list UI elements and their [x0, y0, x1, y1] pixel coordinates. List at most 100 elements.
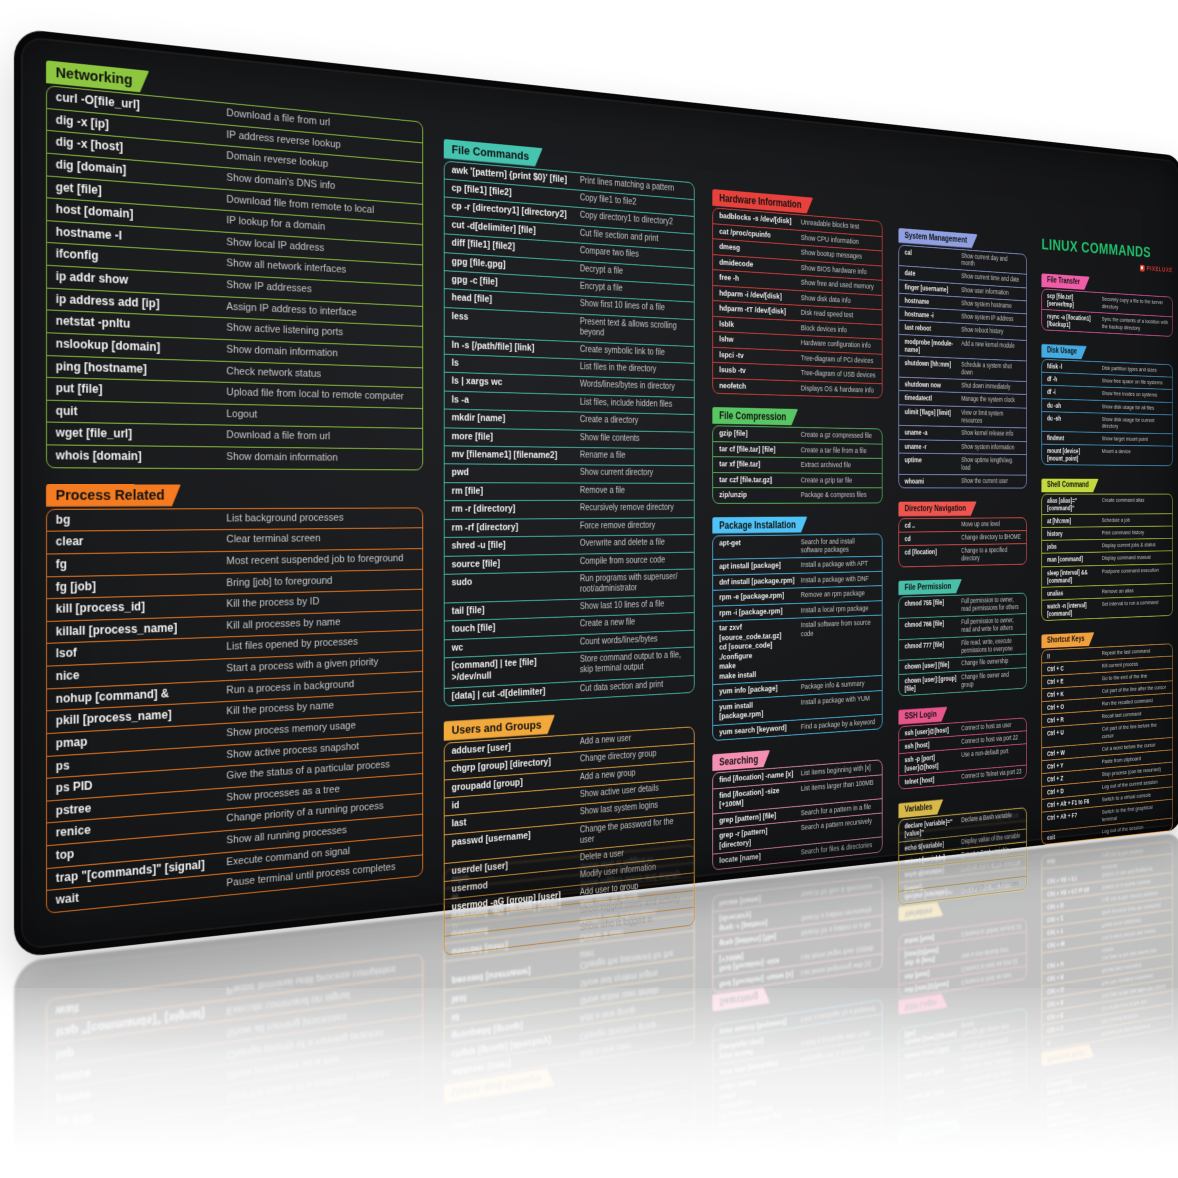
description-cell: Compile from source code [579, 555, 666, 567]
description-cell: Schedule a system shut down [961, 361, 1012, 377]
description-cell: Tree-diagram of USB devices [800, 368, 876, 380]
table-row: sleep [interval] && [command] Postpone co… [1042, 563, 1173, 587]
section-hardware-information: Hardware Information badblocks -s /dev/[d… [712, 189, 883, 399]
description-cell: File read, write, execute permissions to… [961, 637, 1013, 655]
description-cell: Shut down immediately [961, 382, 1011, 391]
command-cell: fdisk -l [1047, 362, 1063, 371]
pad-column-5: LINUX COMMANDS PIXELUXE File Transfer scp… [1041, 163, 1173, 846]
brand-name: PIXELUXE [1146, 264, 1173, 274]
command-cell: ulimit [flags] [limit] [904, 407, 951, 417]
description-cell: Show kernel release info [961, 429, 1014, 438]
section-table: find [/location] -name [x] List items beg… [712, 759, 883, 871]
command-cell: rsync -a [/location1] [/backup1] [1047, 312, 1091, 329]
command-cell: df -h [1047, 375, 1058, 384]
section-table: ssh [user]@[host] Connect to host as user… [898, 717, 1027, 790]
section-searching: Searching find [/location] -name [x] List … [712, 742, 883, 871]
command-cell: man [command] [1047, 555, 1083, 564]
command-cell: jobs [1047, 543, 1057, 551]
table-row: rm -r [directory] Recursively remove dire… [444, 499, 694, 519]
description-cell: Show disk usage for current directory [1101, 415, 1155, 430]
section-title-package-installation: Package Installation [712, 516, 807, 533]
table-row: mount [device] [mount_point] Mount a devi… [1042, 443, 1173, 466]
description-cell: Schedule a job [1101, 516, 1131, 524]
description-cell: Recursively remove directory [579, 503, 674, 514]
section-table: curl -O[file_url] Download a file from ur… [46, 85, 424, 471]
table-row: cd [/location] Change to a specified dire… [899, 543, 1027, 567]
table-row: watch -n [interval] [command] Set interva… [1042, 595, 1173, 621]
command-cell: mount [device] [mount_point] [1047, 446, 1081, 463]
section-title-disk-usage: Disk Usage [1041, 344, 1086, 360]
description-cell: Extract archived file [800, 460, 852, 469]
description-cell: Mount a device [1101, 447, 1131, 455]
description-cell: Print command history [1101, 529, 1145, 537]
command-cell: history [1047, 530, 1063, 538]
table-row: bg List background processes [47, 508, 422, 531]
section-table: fdisk -l Disk partition types and sizes df… [1041, 359, 1173, 467]
command-cell: whois [domain] [55, 448, 142, 463]
section-table: scp [file.txt] [server/tmp] Securely copy… [1041, 288, 1173, 338]
description-cell: Create command alias [1101, 496, 1145, 504]
pad-column-2: File Commands awk '[pattern] {print $0}' … [443, 101, 695, 956]
table-row: du -sh Show disk usage for current direct… [1042, 410, 1173, 434]
command-cell: tar xf [file.tar] [719, 459, 761, 470]
section-networking: Networking curl -O[file_url] Download a fi… [46, 60, 424, 471]
pad-column-3: Hardware Information badblocks -s /dev/[d… [712, 129, 883, 871]
command-cell: whoami [904, 476, 924, 485]
table-row: tar czf [file.tar.gz] Create a gzip tar f… [713, 471, 882, 488]
title-block: LINUX COMMANDS PIXELUXE [1041, 236, 1172, 274]
command-cell: apt-get [719, 538, 741, 548]
command-cell: shutdown [hh:mm] [904, 359, 952, 369]
section-file-commands: File Commands awk '[pattern] {print $0}' … [443, 139, 695, 708]
section-disk-usage: Disk Usage fdisk -l Disk partition types a… [1041, 343, 1173, 467]
command-cell: ls -a [451, 394, 469, 406]
command-cell: zip/unzip [719, 490, 747, 500]
table-row: whois [domain] Show domain information [46, 444, 423, 470]
section-table: alias [alias]="[command]" Create command … [1041, 493, 1173, 621]
command-cell: findmnt [1047, 433, 1065, 442]
command-cell: cd .. [904, 520, 916, 529]
description-cell: Clear terminal screen [226, 533, 321, 546]
section-table: chmod 755 [file] Full permission to owner… [898, 592, 1027, 697]
command-cell: scp [file.txt] [server/tmp] [1047, 291, 1074, 309]
description-cell: Show domain information [226, 451, 338, 464]
description-cell: Change directory to $HOME [961, 533, 1021, 541]
table-row: gzip [file] Create a gz compressed file [713, 426, 882, 443]
section-title-process-related: Process Related [46, 484, 181, 507]
description-cell: Display current jobs & status [1101, 541, 1156, 549]
command-cell: timedatectl [904, 393, 933, 403]
section-package-installation: Package Installation apt-get Search for an… [712, 516, 883, 742]
command-cell: cd [904, 534, 911, 543]
section-file-permission: File Permission chmod 755 [file] Full perm… [898, 577, 1027, 697]
description-cell: Full permission to owner, read permissio… [961, 596, 1019, 613]
table-row: rm -rf [directory] Force remove directory [444, 517, 694, 538]
description-cell: Postpone command execution [1101, 566, 1159, 575]
section-ssh-login: SSH Login ssh [user]@[host] Connect to hos… [898, 701, 1027, 790]
command-cell: shred -u [file] [451, 539, 506, 552]
description-cell: Display command manual [1101, 554, 1151, 562]
table-row: uname -r Show system information [899, 438, 1027, 455]
section-title-file-compression: File Compression [712, 407, 798, 425]
command-cell: shutdown now [904, 380, 941, 390]
description-cell: Create a tar file from a file [800, 445, 867, 455]
table-row: apt-get Search for and install software p… [713, 534, 882, 559]
section-title-ssh-login: SSH Login [898, 707, 947, 725]
command-cell: chmod 777 [file] [904, 640, 945, 650]
description-cell: Most recent suspended job to foreground [226, 552, 404, 567]
command-cell: mkdir [name] [451, 412, 506, 425]
command-cell: dnf install [package.rpm] [719, 575, 795, 587]
table-row: pwd Show current directory [444, 463, 694, 483]
pad-column-4: System Management cal Show current day and… [898, 148, 1027, 906]
section-table: !! Repeat the last command Ctrl + C Kill cu… [1041, 643, 1173, 846]
description-cell: List files, include hidden files [579, 397, 673, 410]
command-cell: cd [/location] [904, 547, 937, 557]
command-cell: more [file] [451, 430, 494, 443]
command-cell: chmod 755 [file] [904, 598, 945, 608]
description-cell: Present text & allows scrolling beyond [579, 316, 677, 339]
command-cell: rm -r [directory] [451, 503, 516, 515]
pad-column-1: Networking curl -O[file_url] Download a fi… [46, 60, 424, 925]
command-cell: less [451, 310, 469, 323]
table-row: tar xf [file.tar] Extract archived file [713, 456, 882, 473]
description-cell: Displays OS & hardware info [800, 383, 874, 394]
table-row: uname -a Show kernel release info [899, 425, 1027, 442]
